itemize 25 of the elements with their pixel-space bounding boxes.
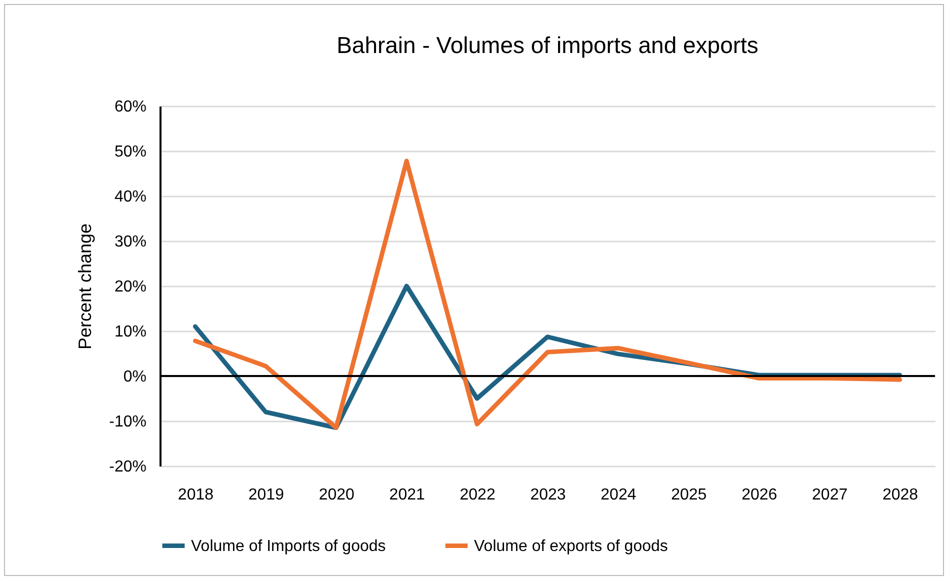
x-tick-label: 2024 (600, 486, 636, 504)
y-tick-label: 50% (114, 144, 146, 160)
legend-label: Volume of Imports of goods (191, 538, 386, 555)
x-tick-label: 2021 (389, 486, 425, 504)
y-tick-label: -20% (109, 458, 146, 476)
y-tick-label: 40% (114, 188, 146, 206)
y-tick-label: -10% (109, 414, 146, 430)
y-tick-label: 60% (114, 98, 146, 116)
x-tick-label: 2022 (460, 486, 496, 504)
x-tick-label: 2023 (530, 486, 566, 504)
x-tick-label: 2025 (671, 486, 707, 504)
y-tick-label: 30% (114, 234, 146, 250)
x-tick-label: 2019 (248, 486, 284, 504)
y-tick-label: 0% (123, 368, 146, 386)
y-tick-label: 10% (114, 324, 146, 340)
x-tick-label: 2028 (882, 486, 918, 504)
x-tick-label: 2020 (318, 486, 355, 504)
line-series (192, 158, 902, 430)
x-tick-label: 2018 (178, 486, 214, 504)
legend-label: Volume of exports of goods (474, 538, 668, 555)
chart-title: Bahrain - Volumes of imports and exports (336, 32, 758, 58)
x-tick-label: 2026 (742, 486, 778, 504)
y-tick-label: 20% (114, 278, 146, 296)
x-tick-label: 2027 (812, 486, 848, 504)
y-axis-title: Percent change (75, 223, 96, 350)
